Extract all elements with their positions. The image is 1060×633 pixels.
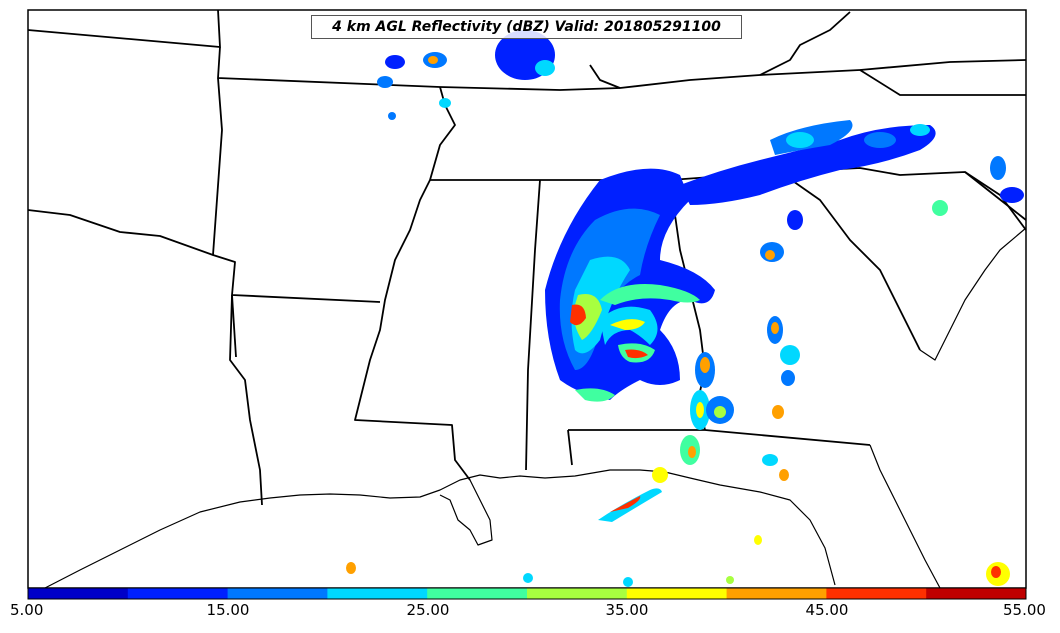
colorbar-segment [28, 588, 129, 599]
colorbar-segment [926, 588, 1027, 599]
northern-echoes [377, 30, 936, 205]
colorbar-segment [127, 588, 229, 599]
colorbar-tick-label: 35.00 [605, 601, 649, 619]
colorbar-segment [726, 588, 827, 599]
hurricane-echoes [545, 168, 715, 402]
colorbar-segment [826, 588, 927, 599]
colorbar-segment [527, 588, 628, 599]
colorbar-tick-label: 45.00 [805, 601, 849, 619]
colorbar-tick-label: 5.00 [10, 601, 44, 619]
map-frame [27, 9, 1027, 589]
colorbar-segment [227, 588, 328, 599]
colorbar-segment [427, 588, 528, 599]
map-title: 4 km AGL Reflectivity (dBZ) Valid: 20180… [311, 15, 742, 39]
colorbar-segment [327, 588, 428, 599]
colorbar [27, 587, 1027, 600]
coastline [44, 227, 1027, 589]
rainband-echoes [346, 156, 1024, 587]
colorbar-tick-label: 25.00 [406, 601, 450, 619]
colorbar-frame [27, 587, 1027, 600]
colorbar-segment [626, 588, 728, 599]
colorbar-tick-label: 55.00 [1003, 601, 1046, 619]
colorbar-tick-label: 15.00 [206, 601, 250, 619]
